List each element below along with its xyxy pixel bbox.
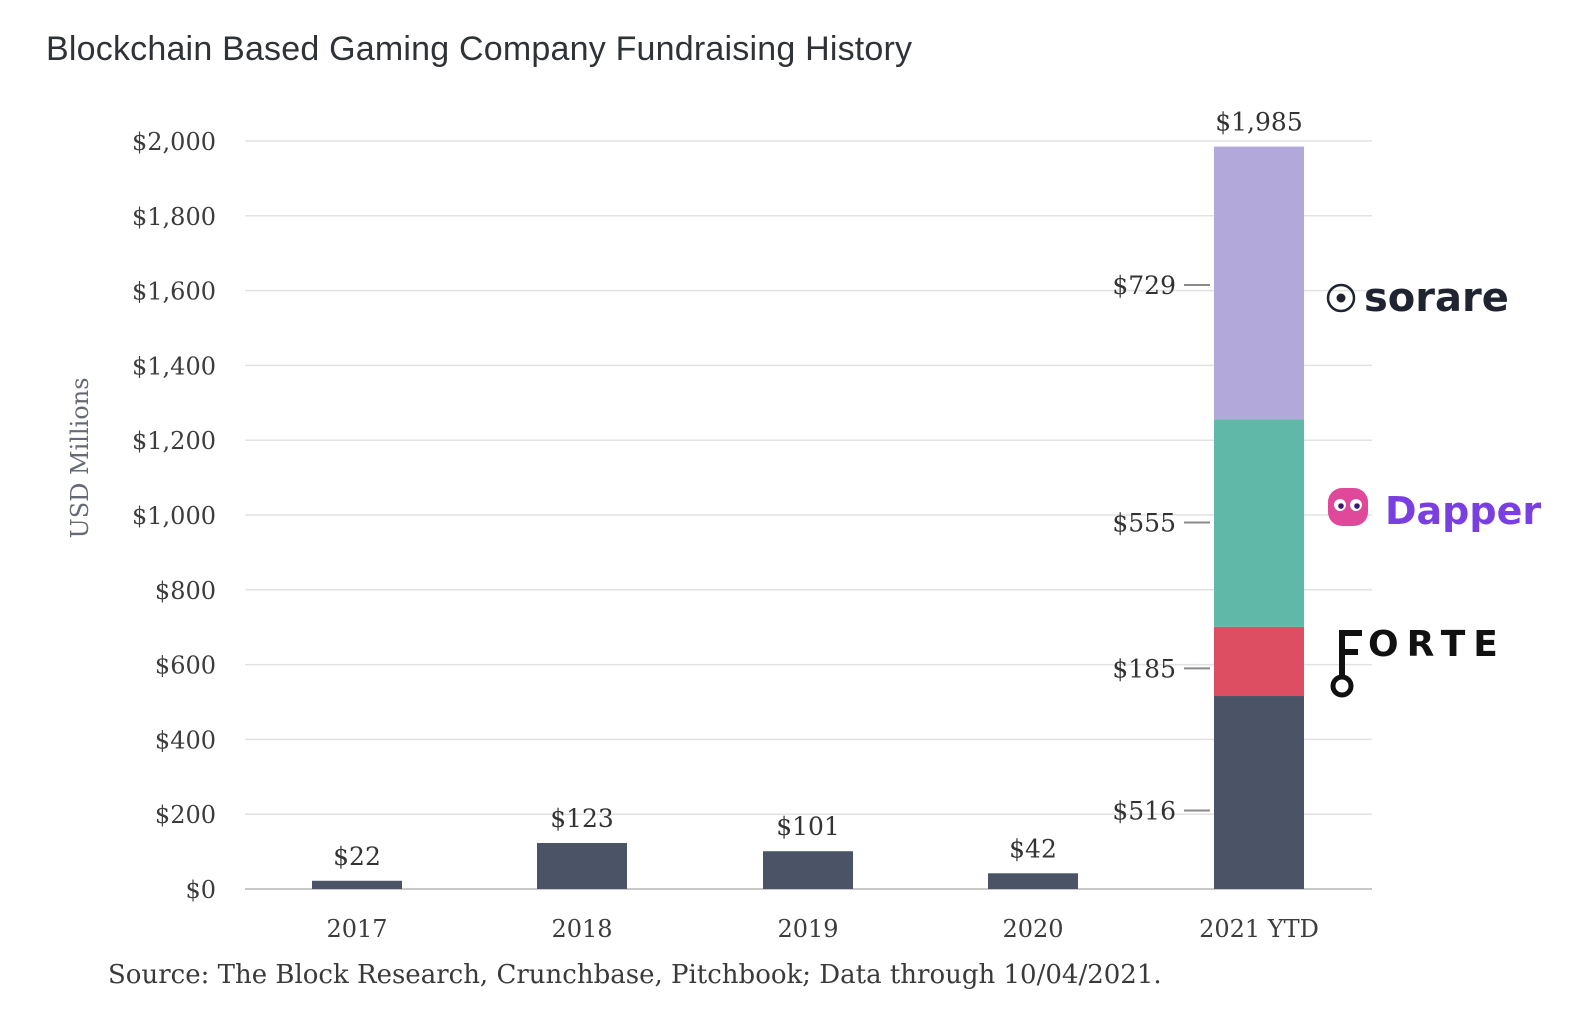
bar-segment xyxy=(1214,696,1304,889)
x-tick-label: 2020 xyxy=(1002,915,1063,943)
forte-key-ring xyxy=(1330,674,1354,698)
y-tick-label: $800 xyxy=(155,577,216,605)
y-tick-label: $1,200 xyxy=(132,427,216,455)
data-labels: $22 $123 $101 $42 $1,985 $516 $185 $555 $729 xyxy=(333,108,1303,871)
dapper-pupil-left xyxy=(1338,503,1344,509)
forte-key-icon xyxy=(1330,630,1362,698)
dapper-pupil-right xyxy=(1354,503,1360,509)
dapper-logo-text: Dapper xyxy=(1385,489,1541,533)
soccer-ball-outline xyxy=(1326,283,1356,313)
bar-segment xyxy=(312,880,402,889)
x-tick-label: 2017 xyxy=(326,915,387,943)
total-label: $42 xyxy=(1009,834,1057,863)
source-note: Source: The Block Research, Crunchbase, … xyxy=(108,960,1162,990)
y-tick-label: $1,400 xyxy=(132,352,216,380)
soccer-ball-icon xyxy=(1326,283,1356,313)
segment-label: $185 xyxy=(1112,654,1176,683)
grid-lines xyxy=(245,140,1372,890)
total-label: $101 xyxy=(776,812,840,841)
segment-label: $555 xyxy=(1112,508,1176,537)
y-tick-label: $200 xyxy=(155,801,216,829)
soccer-ball-center xyxy=(1336,293,1346,303)
bar-segment xyxy=(988,873,1078,889)
y-tick-label: $1,600 xyxy=(132,278,216,306)
total-label: $1,985 xyxy=(1215,108,1302,137)
x-tick-label: 2019 xyxy=(777,915,838,943)
segment-leader-lines xyxy=(1184,283,1210,812)
forte-logo-text: ORTE xyxy=(1368,624,1506,665)
page-title: Blockchain Based Gaming Company Fundrais… xyxy=(46,30,913,68)
sorare-logo-text: sorare xyxy=(1364,275,1509,321)
bar-segment xyxy=(1214,419,1304,627)
bars xyxy=(312,146,1304,889)
dapper-face xyxy=(1328,488,1368,526)
segment-label: $516 xyxy=(1112,796,1176,825)
bar-segment xyxy=(763,851,853,889)
bar-segment xyxy=(1214,626,1304,697)
total-label: $123 xyxy=(550,804,614,833)
dapper-face-icon xyxy=(1328,488,1368,526)
y-tick-label: $2,000 xyxy=(132,128,216,156)
y-tick-label: $400 xyxy=(155,726,216,754)
total-label: $22 xyxy=(333,842,381,871)
x-tick-label: 2021 YTD xyxy=(1199,915,1319,943)
x-axis-ticks: 2017 2018 2019 2020 2021 YTD xyxy=(326,915,1318,943)
x-tick-label: 2018 xyxy=(551,915,612,943)
y-tick-label: $0 xyxy=(185,876,216,904)
y-axis-ticks: $0 $200 $400 $600 $800 $1,000 $1,200 $1,400 $1,6… xyxy=(132,128,216,904)
y-tick-label: $600 xyxy=(155,652,216,680)
y-tick-label: $1,800 xyxy=(132,203,216,231)
segment-label: $729 xyxy=(1112,271,1176,300)
y-axis-label: USD Millions xyxy=(66,377,94,538)
company-logos: sorare Dapper ORTE xyxy=(1326,275,1541,698)
bar-segment xyxy=(537,842,627,889)
y-tick-label: $1,000 xyxy=(132,502,216,530)
bar-segment xyxy=(1214,146,1304,420)
